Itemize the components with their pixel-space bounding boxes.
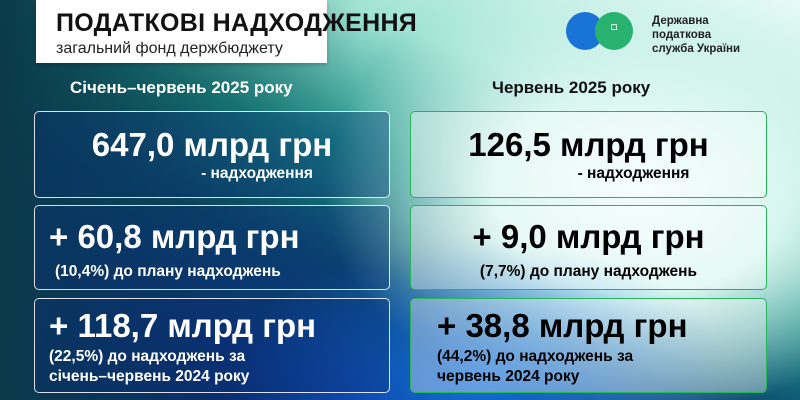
page-title: ПОДАТКОВІ НАДХОДЖЕННЯ (56, 9, 418, 37)
card-value: + 38,8 млрд грн (437, 307, 688, 344)
card-note: червень 2024 року (437, 368, 580, 385)
card-note: січень–червень 2024 року (49, 368, 250, 385)
card-note: (22,5%) до надходжень за (49, 348, 246, 365)
card-value: + 60,8 млрд грн (49, 218, 300, 255)
card-value: + 118,7 млрд грн (49, 307, 317, 344)
card-h1-plan: + 60,8 млрд грн (10,4%) до плану надходж… (34, 205, 390, 290)
dps-logo: ⸋ (566, 12, 633, 52)
card-value: + 9,0 млрд грн (472, 218, 705, 255)
card-june-plan: + 9,0 млрд грн (7,7%) до плану надходжен… (410, 205, 767, 290)
card-h1-total: 647,0 млрд грн - надходження (34, 111, 390, 198)
card-june-total: 126,5 млрд грн - надходження (410, 111, 767, 198)
page-subtitle: загальний фонд держбюджету (56, 40, 283, 57)
card-value: 126,5 млрд грн (468, 126, 709, 163)
header-banner: ПОДАТКОВІ НАДХОДЖЕННЯ загальний фонд дер… (36, 0, 417, 63)
card-note: - надходження (577, 165, 690, 182)
card-note: - надходження (201, 165, 313, 182)
left-column-title: Січень–червень 2025 року (70, 78, 293, 97)
card-value: 647,0 млрд грн (91, 126, 333, 163)
org-line: Державна (652, 15, 709, 27)
card-note: (7,7%) до плану надходжень (479, 263, 698, 280)
card-h1-yoy: + 118,7 млрд грн (22,5%) до надходжень з… (34, 298, 390, 393)
org-line: податкова (652, 29, 712, 41)
tryzub-icon: ⸋ (595, 12, 633, 50)
org-name: Державна податкова служба України (652, 14, 740, 56)
card-note: (44,2%) до надходжень за (437, 348, 634, 365)
right-column-title: Червень 2025 року (492, 78, 651, 97)
card-note: (10,4%) до плану надходжень (55, 263, 281, 280)
org-line: служба України (652, 43, 741, 55)
card-june-yoy: + 38,8 млрд грн (44,2%) до надходжень за… (410, 298, 767, 393)
